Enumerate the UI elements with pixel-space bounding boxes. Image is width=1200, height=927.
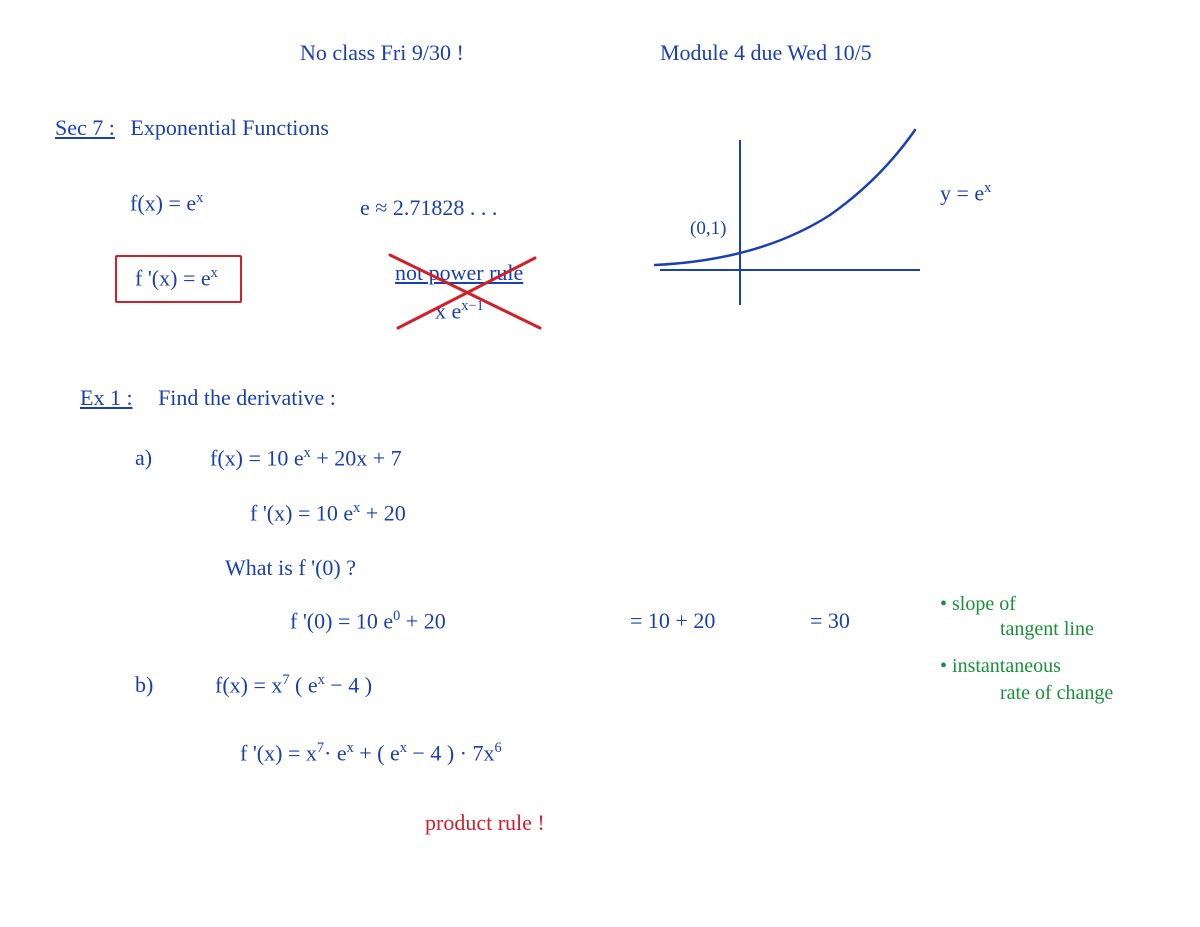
- def-fpx-box: f '(x) = ex: [115, 255, 242, 303]
- graph-eq-text: y = e: [940, 180, 984, 205]
- productrule-note: product rule !: [425, 810, 545, 836]
- ex1a-fx-t2: + 20x + 7: [311, 445, 402, 470]
- ex1-prefix: Ex 1 :: [80, 385, 133, 410]
- section-header: Sec 7 : Exponential Functions: [55, 115, 329, 141]
- ex1a-eval-ans: = 30: [810, 608, 850, 634]
- note-instant1-text: instantaneous: [952, 655, 1061, 677]
- note-instant1: • instantaneous: [940, 655, 1061, 678]
- announce-noclass: No class Fri 9/30 !: [300, 40, 464, 66]
- ex1a-eval-t1: f '(0) = 10 e: [290, 608, 393, 633]
- ex1b-fx: f(x) = x7 ( ex − 4 ): [215, 672, 372, 698]
- ex1a-fx-t1: f(x) = 10 e: [210, 445, 304, 470]
- announce-module: Module 4 due Wed 10/5: [660, 40, 872, 66]
- ex1-title: Find the derivative :: [158, 385, 336, 410]
- ex1b-fpx-t3: + ( e: [354, 740, 400, 765]
- graph-eq-exp: x: [984, 180, 991, 196]
- ex1a-fpx: f '(x) = 10 ex + 20: [250, 500, 406, 526]
- ex1-header: Ex 1 : Find the derivative :: [80, 385, 336, 411]
- ex1b-fpx-e2: x: [347, 740, 354, 756]
- ex1b-fpx-t1: f '(x) = x: [240, 740, 317, 765]
- ex1b-fpx-t4: − 4 ) · 7x: [407, 740, 495, 765]
- graph-exp: [640, 120, 940, 320]
- section-title: Exponential Functions: [130, 115, 329, 140]
- def-fpx-text: f '(x) = e: [135, 265, 211, 290]
- section-prefix: Sec 7 :: [55, 115, 115, 140]
- note-slope2: tangent line: [1000, 618, 1094, 641]
- ex1b-fpx-e4: 6: [494, 740, 501, 756]
- graph-point-label: (0,1): [690, 218, 726, 240]
- ex1a-label: a): [135, 445, 152, 471]
- def-fx-text: f(x) = e: [130, 190, 196, 215]
- graph-eq-label: y = ex: [940, 180, 991, 206]
- ex1a-fx: f(x) = 10 ex + 20x + 7: [210, 445, 402, 471]
- note-slope1: • slope of: [940, 593, 1016, 616]
- ex1a-question: What is f '(0) ?: [225, 555, 356, 581]
- note-slope1-text: slope of: [952, 593, 1016, 615]
- def-fpx-exp: x: [211, 265, 218, 281]
- ex1b-label: b): [135, 672, 153, 698]
- ex1a-fpx-t2: + 20: [360, 500, 405, 525]
- ex1b-fpx-e3: x: [400, 740, 407, 756]
- ex1b-fx-t2: ( e: [290, 672, 318, 697]
- ex1a-fpx-t1: f '(x) = 10 e: [250, 500, 353, 525]
- ex1a-eval-step: = 10 + 20: [630, 608, 715, 634]
- ex1b-fpx-t2: · e: [324, 740, 347, 765]
- ex1b-fx-e2: x: [318, 672, 325, 688]
- ex1b-fx-t1: f(x) = x: [215, 672, 282, 697]
- def-fx: f(x) = ex: [130, 190, 203, 216]
- ex1b-fpx: f '(x) = x7· ex + ( ex − 4 ) · 7x6: [240, 740, 502, 766]
- note-instant2: rate of change: [1000, 682, 1113, 705]
- def-econst: e ≈ 2.71828 . . .: [360, 195, 497, 221]
- ex1b-fx-e1: 7: [282, 672, 289, 688]
- ex1a-fx-e1: x: [304, 445, 311, 461]
- ex1b-fpx-e1: 7: [317, 740, 324, 756]
- ex1a-eval-t2: + 20: [400, 608, 445, 633]
- ex1b-fx-t3: − 4 ): [325, 672, 372, 697]
- ex1a-eval: f '(0) = 10 e0 + 20: [290, 608, 446, 634]
- cross-out-icon: [380, 250, 560, 340]
- def-fx-exp: x: [196, 190, 203, 206]
